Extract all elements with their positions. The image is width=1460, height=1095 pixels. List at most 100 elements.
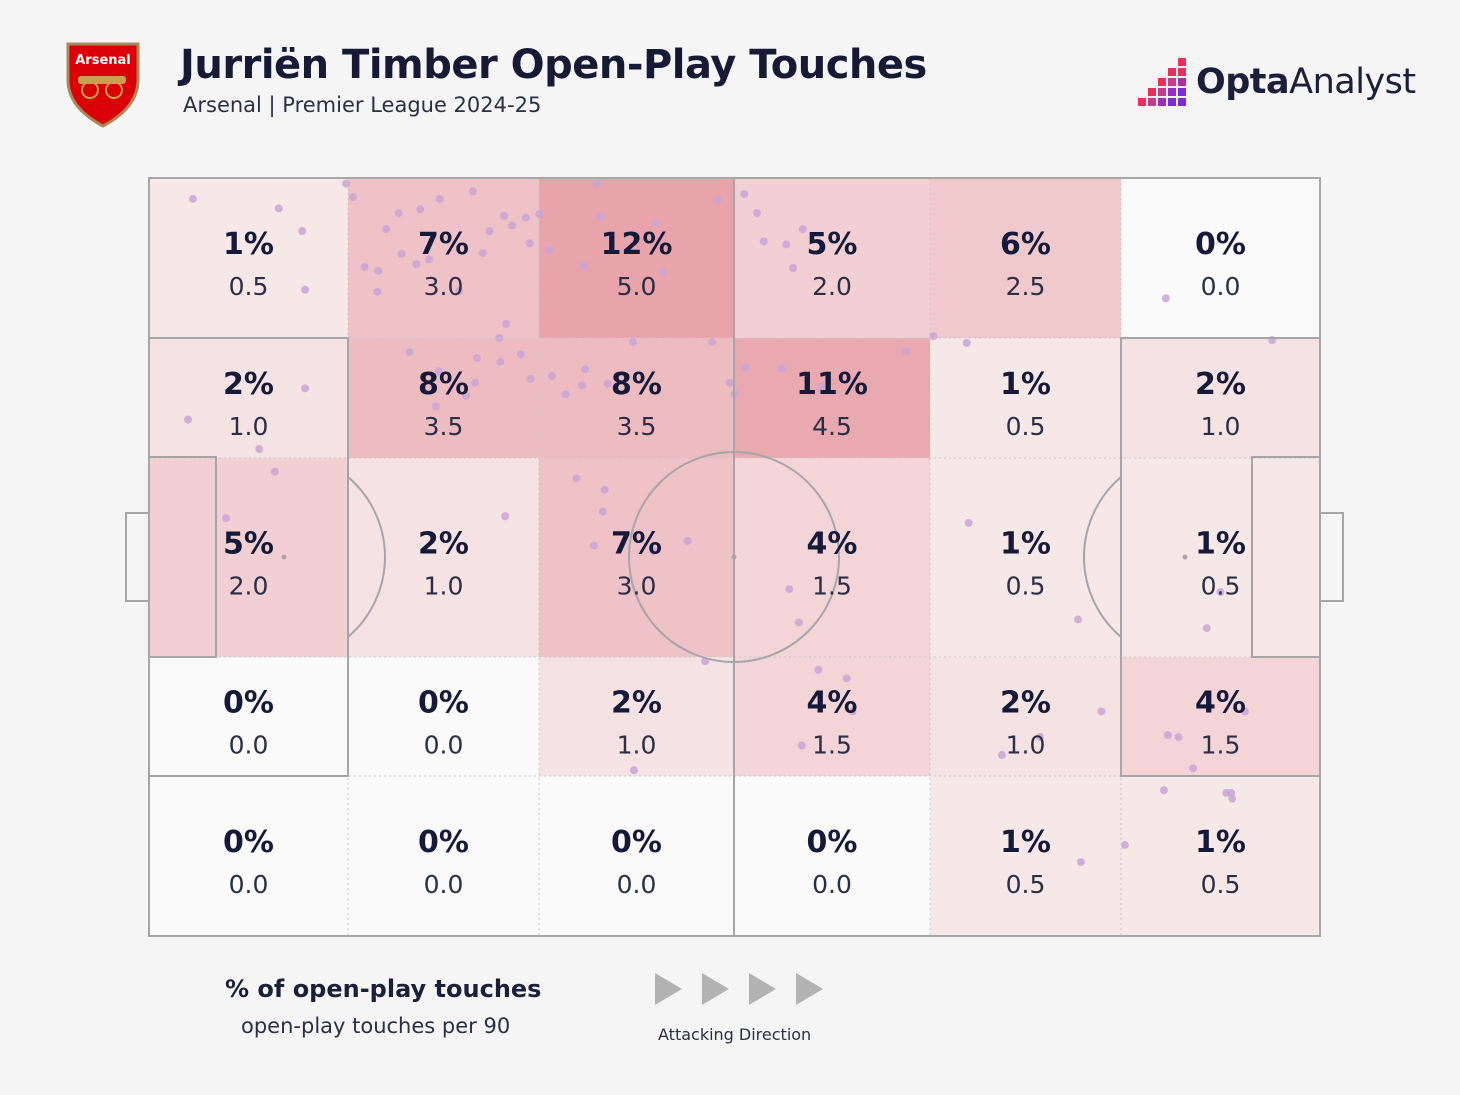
cell-per90-label: 0.0: [812, 870, 852, 899]
penalty-spot-left: [281, 554, 287, 560]
heatmap-cell: [149, 338, 348, 458]
touch-dot: [629, 766, 638, 775]
touch-dot: [1216, 588, 1225, 597]
cell-per90-label: 0.0: [424, 870, 464, 899]
centre-circle: [628, 451, 840, 663]
heatmap-cell: [149, 178, 348, 338]
heatmap-cell: [149, 657, 348, 776]
cell-pct-label: 12%: [601, 227, 673, 262]
heatmap-cell: [539, 178, 734, 338]
touch-dot: [962, 338, 971, 347]
touch-dot: [598, 507, 607, 516]
touch-dot: [188, 194, 197, 203]
touch-dot: [301, 384, 310, 393]
pitch-markings: [125, 177, 1344, 937]
cell-per90-label: 0.0: [1201, 272, 1241, 301]
cell-per90-label: 1.0: [1201, 412, 1241, 441]
touch-dot: [255, 444, 264, 453]
touch-dot: [1159, 786, 1168, 795]
cell-pct-label: 2%: [418, 527, 469, 562]
cell-pct-label: 1%: [1195, 527, 1246, 562]
touch-dot: [478, 248, 487, 257]
cell-per90-label: 2.5: [1006, 272, 1046, 301]
touch-dot: [525, 239, 534, 248]
touch-dot: [397, 249, 406, 258]
heatmap-cell: [734, 458, 930, 657]
touch-dot: [342, 179, 351, 188]
heatmap-cell: [734, 657, 930, 776]
touch-dot: [725, 378, 734, 387]
cell-pct-label: 1%: [1000, 825, 1051, 860]
touch-dot: [548, 372, 557, 381]
touch-dot: [1174, 733, 1183, 742]
heatmap-cell: [1121, 178, 1320, 338]
touch-dot: [789, 264, 798, 273]
cell-pct-label: 0%: [418, 686, 469, 721]
touch-dot: [1035, 733, 1044, 742]
touch-dot: [301, 285, 310, 294]
heatmap-cell: [1121, 458, 1320, 657]
touch-dot: [777, 364, 786, 373]
page-title: Jurriën Timber Open-Play Touches: [180, 42, 927, 88]
touch-dot: [603, 379, 612, 388]
cell-per90-label: 0.5: [229, 272, 269, 301]
touch-dot: [964, 518, 973, 527]
heatmap-cell: [539, 338, 734, 458]
touch-dot: [902, 347, 911, 356]
touch-dot: [785, 585, 794, 594]
cell-pct-label: 4%: [807, 527, 858, 562]
goal-right: [1319, 512, 1344, 602]
heatmap-cell: [930, 338, 1121, 458]
heatmap-cell: [930, 458, 1121, 657]
cell-pct-label: 5%: [807, 227, 858, 262]
heatmap-cell: [348, 338, 539, 458]
touch-dot: [455, 286, 464, 295]
cell-pct-label: 2%: [611, 686, 662, 721]
cell-pct-label: 1%: [1195, 825, 1246, 860]
touch-dot: [592, 179, 601, 188]
touch-dot: [348, 192, 357, 201]
cell-per90-label: 1.0: [1006, 731, 1046, 760]
centre-spot: [731, 554, 737, 560]
touch-dot: [425, 255, 434, 264]
heatmap-cell: [539, 657, 734, 776]
crest-text: Arsenal: [75, 53, 131, 68]
touch-dot: [561, 390, 570, 399]
cell-per90-label: 0.0: [229, 870, 269, 899]
touch-dot: [1163, 731, 1172, 740]
cell-per90-label: 0.5: [1006, 572, 1046, 601]
heatmap-cell: [348, 458, 539, 657]
cell-per90-label: 2.0: [812, 272, 852, 301]
touch-dot: [500, 211, 509, 220]
touch-dot: [472, 354, 481, 363]
touch-dots: [184, 179, 1277, 867]
opta-analyst-logo: OptaAnalyst: [1136, 56, 1416, 110]
touch-dot: [545, 246, 554, 255]
cannon-icon: [78, 76, 126, 99]
heatmap-cell: [734, 178, 930, 338]
touch-dot: [798, 225, 807, 234]
touch-dot: [797, 741, 806, 750]
heatmap-cell: [1121, 776, 1320, 936]
heatmap-cell: [930, 776, 1121, 936]
page-subtitle: Arsenal | Premier League 2024-25: [183, 93, 542, 117]
cell-pct-label: 0%: [1195, 227, 1246, 262]
heatmap-cell: [930, 657, 1121, 776]
cell-per90-label: 1.5: [1201, 731, 1241, 760]
touch-dot: [814, 665, 823, 674]
touch-dot: [759, 237, 768, 246]
heatmap-cell: [539, 776, 734, 936]
touch-dot: [1240, 707, 1249, 716]
touch-dot: [526, 374, 535, 383]
touch-dot: [741, 363, 750, 372]
brand-light-text: Analyst: [1289, 62, 1416, 102]
touch-dot: [1076, 858, 1085, 867]
touch-dot: [683, 536, 692, 545]
cell-pct-label: 7%: [418, 227, 469, 262]
touch-dot: [658, 267, 667, 276]
touch-dot: [572, 474, 581, 483]
cell-per90-label: 1.0: [617, 731, 657, 760]
touch-dot: [708, 337, 717, 346]
touch-dot: [817, 382, 826, 391]
